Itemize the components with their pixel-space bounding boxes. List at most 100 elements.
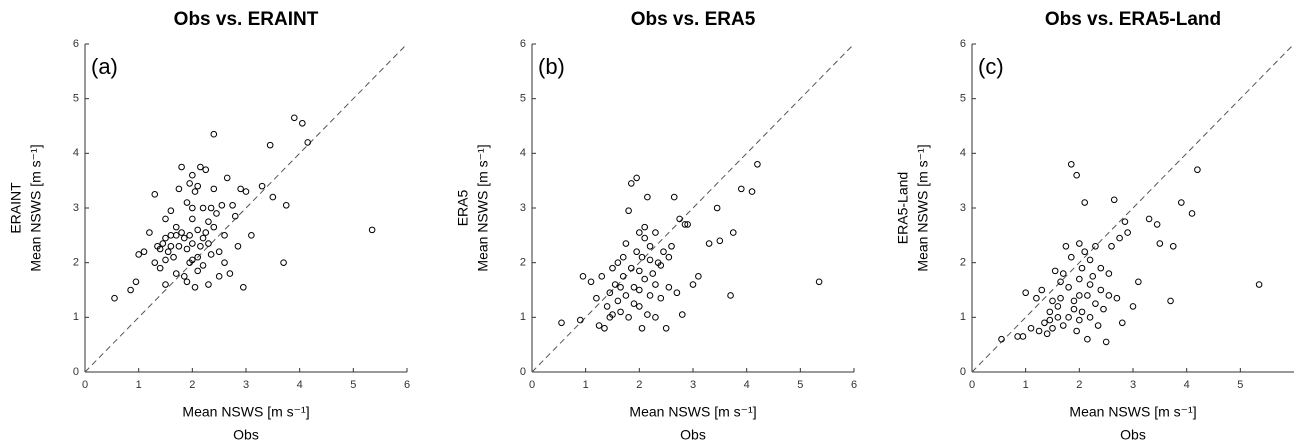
point (646, 292, 654, 299)
point (606, 289, 614, 297)
point (641, 275, 649, 283)
point (657, 294, 665, 302)
point (998, 335, 1005, 343)
point (603, 303, 611, 310)
point (178, 163, 185, 171)
point (657, 262, 665, 269)
x-tick-label: 1 (583, 379, 589, 391)
point (649, 270, 657, 277)
point (194, 253, 201, 261)
point (210, 130, 218, 138)
point (630, 300, 638, 307)
point (282, 201, 290, 209)
point (194, 182, 201, 190)
y-tick-label: 3 (73, 202, 79, 214)
point (205, 281, 212, 288)
panel-label: (b) (538, 54, 565, 79)
point (189, 215, 196, 223)
x-axis-label: Mean NSWS [m s⁻¹] (1069, 404, 1196, 420)
point (178, 229, 185, 236)
point (716, 237, 724, 245)
point (1019, 333, 1027, 340)
panel-label: (c) (978, 54, 1004, 79)
point (207, 204, 215, 212)
y-tick-label: 6 (73, 38, 79, 50)
x-tick-label: 6 (404, 379, 410, 391)
y-tick-label: 2 (960, 257, 966, 269)
point (1081, 248, 1088, 256)
point (111, 294, 118, 302)
point (1057, 278, 1064, 286)
point (207, 251, 215, 258)
point (1097, 264, 1105, 272)
point (1110, 196, 1118, 204)
point (248, 232, 255, 239)
point (183, 199, 191, 206)
point (1100, 305, 1107, 313)
point (1188, 210, 1196, 217)
point (558, 319, 565, 327)
point (1046, 308, 1054, 316)
point (266, 141, 274, 149)
point (611, 281, 619, 288)
y-tick-label: 1 (960, 311, 966, 323)
x-tick-label: 3 (243, 379, 249, 391)
point (172, 232, 180, 239)
point (676, 215, 683, 223)
x-axis-label: Mean NSWS [m s⁻¹] (182, 404, 309, 420)
point (641, 223, 649, 231)
x-tick-label: 5 (350, 379, 356, 391)
point (625, 207, 632, 215)
point (135, 251, 142, 258)
point (1124, 229, 1131, 236)
point (625, 314, 632, 321)
point (727, 292, 734, 299)
x-tick-label: 5 (1237, 379, 1243, 391)
point (660, 248, 667, 256)
point (194, 226, 201, 234)
x-tick-label: 5 (797, 379, 803, 391)
y-axis-label: Mean NSWS [m s⁻¹] (475, 144, 491, 271)
point (197, 163, 204, 171)
x-tick-label: 0 (969, 379, 975, 391)
point (1073, 327, 1080, 335)
point (1049, 297, 1056, 305)
panel-title: Obs vs. ERA5 (631, 9, 756, 30)
point (1118, 319, 1126, 327)
point (622, 292, 630, 299)
point (159, 240, 167, 247)
point (127, 286, 134, 294)
point (665, 283, 673, 291)
point (191, 188, 199, 195)
point (1086, 281, 1094, 288)
point (183, 278, 191, 286)
y-axis-label: Mean NSWS [m s⁻¹] (28, 144, 44, 271)
point (1035, 327, 1043, 335)
y-tick-label: 6 (520, 38, 526, 50)
point (1027, 324, 1035, 332)
y-tick-label: 5 (960, 93, 966, 105)
point (668, 242, 675, 250)
y-tick-label: 1 (73, 311, 79, 323)
point (633, 174, 640, 182)
point (1084, 335, 1091, 343)
point (738, 185, 745, 193)
point (1073, 171, 1080, 179)
point (1076, 240, 1083, 247)
panel-title: Obs vs. ERAINT (174, 9, 319, 30)
point (162, 215, 169, 223)
x-tick-label: 3 (690, 379, 696, 391)
point (815, 278, 823, 286)
point (617, 308, 624, 316)
point (1086, 256, 1094, 264)
point (258, 182, 266, 190)
point (644, 311, 651, 318)
point (1076, 292, 1083, 299)
point (1078, 264, 1086, 272)
point (210, 185, 218, 193)
point (619, 253, 627, 261)
x-tick-label: 2 (1076, 379, 1082, 391)
point (1194, 166, 1201, 174)
point (665, 253, 673, 261)
